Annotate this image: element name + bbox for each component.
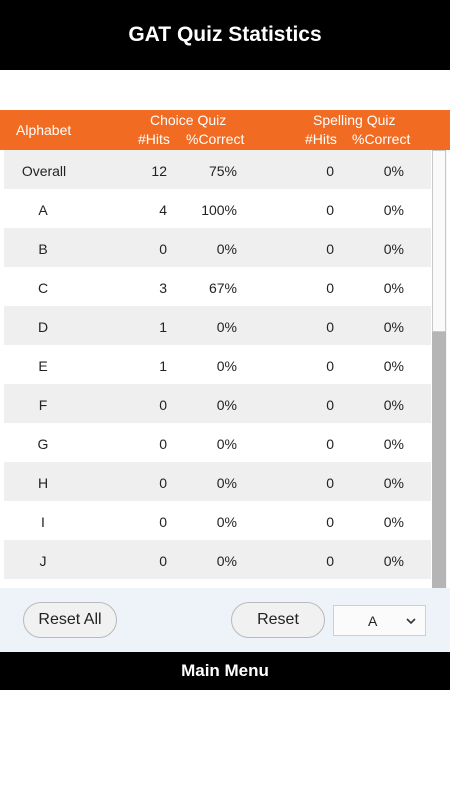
spelling-correct-cell: 0% bbox=[383, 202, 404, 218]
table-row-overall: Overall 12 75% 0 0% bbox=[4, 150, 431, 189]
spelling-hits-cell: 0 bbox=[326, 280, 334, 296]
choice-correct-cell: 75% bbox=[208, 163, 237, 179]
reset-button[interactable]: Reset bbox=[231, 602, 325, 638]
row-label: H bbox=[37, 475, 49, 491]
spelling-hits-cell: 0 bbox=[326, 319, 334, 335]
column-header-choice-correct: %Correct bbox=[186, 131, 245, 147]
choice-correct-cell: 67% bbox=[208, 280, 237, 296]
spelling-hits-cell: 0 bbox=[326, 202, 334, 218]
spelling-correct-cell: 0% bbox=[383, 514, 404, 530]
table-header: Alphabet Choice Quiz Spelling Quiz #Hits… bbox=[0, 110, 450, 150]
choice-hits-cell: 12 bbox=[151, 163, 167, 179]
main-menu-button[interactable]: Main Menu bbox=[0, 652, 450, 690]
choice-hits-cell: 1 bbox=[159, 319, 167, 335]
spelling-correct-cell: 0% bbox=[383, 397, 404, 413]
spelling-hits-cell: 0 bbox=[326, 553, 334, 569]
column-group-spelling-quiz: Spelling Quiz bbox=[313, 112, 396, 128]
table-row: G 0 0% 0 0% bbox=[4, 423, 431, 462]
spelling-hits-cell: 0 bbox=[326, 163, 334, 179]
choice-hits-cell: 0 bbox=[159, 475, 167, 491]
letter-select-value: A bbox=[368, 613, 378, 629]
table-row: A 4 100% 0 0% bbox=[4, 189, 431, 228]
choice-hits-cell: 0 bbox=[159, 514, 167, 530]
letter-select[interactable]: A bbox=[333, 605, 426, 636]
column-header-spelling-hits: #Hits bbox=[305, 131, 337, 147]
row-label: C bbox=[37, 280, 49, 296]
spelling-hits-cell: 0 bbox=[326, 514, 334, 530]
choice-correct-cell: 0% bbox=[216, 358, 237, 374]
spelling-hits-cell: 0 bbox=[326, 397, 334, 413]
spelling-correct-cell: 0% bbox=[383, 241, 404, 257]
scrollbar-upper[interactable] bbox=[432, 150, 446, 332]
spelling-correct-cell: 0% bbox=[383, 358, 404, 374]
spelling-hits-cell: 0 bbox=[326, 436, 334, 452]
table-row: F 0 0% 0 0% bbox=[4, 384, 431, 423]
column-header-spelling-correct: %Correct bbox=[352, 131, 411, 147]
row-label: G bbox=[37, 436, 49, 452]
table-row: J 0 0% 0 0% bbox=[4, 540, 431, 579]
choice-correct-cell: 0% bbox=[216, 514, 237, 530]
choice-hits-cell: 0 bbox=[159, 397, 167, 413]
row-label: Overall bbox=[21, 163, 67, 179]
spelling-correct-cell: 0% bbox=[383, 475, 404, 491]
choice-hits-cell: 1 bbox=[159, 358, 167, 374]
spelling-hits-cell: 0 bbox=[326, 358, 334, 374]
controls-bar: Reset All Reset A bbox=[0, 588, 450, 652]
spelling-correct-cell: 0% bbox=[383, 553, 404, 569]
stats-table[interactable]: Overall 12 75% 0 0% A 4 100% 0 0% B 0 0% 0 0% C 3 67% 0 0% D… bbox=[4, 150, 431, 588]
title-bar: GAT Quiz Statistics bbox=[0, 0, 450, 70]
row-label: D bbox=[37, 319, 49, 335]
choice-correct-cell: 0% bbox=[216, 436, 237, 452]
row-label: A bbox=[38, 202, 48, 218]
table-row: D 1 0% 0 0% bbox=[4, 306, 431, 345]
column-group-choice-quiz: Choice Quiz bbox=[150, 112, 227, 128]
choice-hits-cell: 3 bbox=[159, 280, 167, 296]
spelling-correct-cell: 0% bbox=[383, 163, 404, 179]
reset-all-button[interactable]: Reset All bbox=[23, 602, 117, 638]
table-row: C 3 67% 0 0% bbox=[4, 267, 431, 306]
page-title: GAT Quiz Statistics bbox=[128, 23, 322, 46]
main-menu-label: Main Menu bbox=[181, 661, 269, 680]
row-label: J bbox=[39, 553, 47, 569]
chevron-down-icon bbox=[406, 618, 416, 625]
choice-hits-cell: 0 bbox=[159, 436, 167, 452]
column-header-alphabet: Alphabet bbox=[16, 122, 72, 138]
table-row: B 0 0% 0 0% bbox=[4, 228, 431, 267]
scrollbar-thumb[interactable] bbox=[432, 332, 446, 588]
spelling-correct-cell: 0% bbox=[383, 319, 404, 335]
row-label: B bbox=[38, 241, 48, 257]
choice-hits-cell: 4 bbox=[159, 202, 167, 218]
table-row: I 0 0% 0 0% bbox=[4, 501, 431, 540]
spelling-correct-cell: 0% bbox=[383, 436, 404, 452]
choice-correct-cell: 100% bbox=[201, 202, 237, 218]
choice-correct-cell: 0% bbox=[216, 553, 237, 569]
row-label: E bbox=[38, 358, 48, 374]
row-label: I bbox=[41, 514, 45, 530]
table-row: E 1 0% 0 0% bbox=[4, 345, 431, 384]
choice-correct-cell: 0% bbox=[216, 475, 237, 491]
spelling-hits-cell: 0 bbox=[326, 475, 334, 491]
choice-correct-cell: 0% bbox=[216, 397, 237, 413]
choice-hits-cell: 0 bbox=[159, 553, 167, 569]
choice-correct-cell: 0% bbox=[216, 319, 237, 335]
column-header-choice-hits: #Hits bbox=[138, 131, 170, 147]
spelling-correct-cell: 0% bbox=[383, 280, 404, 296]
choice-hits-cell: 0 bbox=[159, 241, 167, 257]
row-label: F bbox=[38, 397, 48, 413]
table-row: H 0 0% 0 0% bbox=[4, 462, 431, 501]
choice-correct-cell: 0% bbox=[216, 241, 237, 257]
spelling-hits-cell: 0 bbox=[326, 241, 334, 257]
